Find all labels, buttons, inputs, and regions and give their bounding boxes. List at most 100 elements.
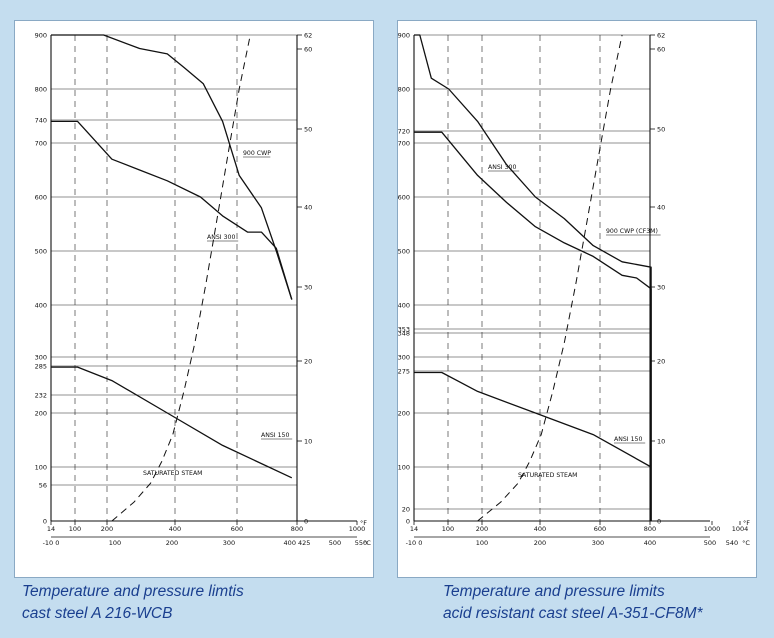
x-tick-label-c: °C bbox=[363, 539, 371, 547]
x-tick-label-f: 14 bbox=[410, 525, 418, 533]
x-tick-label-f: 100 bbox=[442, 525, 454, 533]
x-tick-label-f: 800 bbox=[644, 525, 656, 533]
series-line bbox=[414, 131, 652, 521]
x-tick-label-c: 300 bbox=[592, 539, 604, 547]
x-tick-label-c: 400 425 bbox=[284, 539, 311, 547]
y-tick-label-left: 285 bbox=[35, 363, 47, 371]
x-tick-label-f: 400 bbox=[534, 525, 546, 533]
x-tick-label-f: 200 bbox=[476, 525, 488, 533]
y-tick-label-right: 40 bbox=[657, 204, 665, 212]
series-line bbox=[51, 366, 293, 479]
y-tick-label-left: 900 bbox=[35, 32, 47, 40]
series-label: SATURATED STEAM bbox=[518, 472, 578, 479]
y-tick-label-left: 200 bbox=[398, 410, 410, 418]
pressure-temperature-chart-right: 9008007207006005004003533483002752001002… bbox=[398, 32, 750, 548]
pressure-temperature-chart-left: 9008007407006005004003002852322001005606… bbox=[35, 32, 372, 548]
series-line bbox=[414, 34, 652, 521]
y-tick-label-left: 0 bbox=[43, 518, 47, 526]
y-tick-label-right: 50 bbox=[304, 126, 312, 134]
series-label: 900 CWP bbox=[243, 150, 271, 157]
x-tick-label-c: 500 bbox=[329, 539, 341, 547]
series-line bbox=[51, 34, 293, 300]
caption-left-line-1: Temperature and pressure limtis bbox=[22, 583, 244, 600]
y-tick-label-right: 0 bbox=[304, 518, 308, 526]
y-tick-label-left: 400 bbox=[35, 302, 47, 310]
x-tick-label-f: 600 bbox=[594, 525, 606, 533]
y-tick-label-left: 275 bbox=[398, 368, 410, 376]
grid bbox=[414, 34, 651, 522]
series-line bbox=[477, 34, 623, 522]
x-tick-label-c: 550 bbox=[355, 539, 367, 547]
y-tick-label-left: 900 bbox=[398, 32, 410, 40]
y-tick-label-right: 10 bbox=[304, 438, 312, 446]
x-tick-label-f: 600 bbox=[231, 525, 243, 533]
series-line bbox=[51, 120, 293, 300]
series-line bbox=[414, 371, 652, 468]
y-tick-label-left: 500 bbox=[398, 248, 410, 256]
series-line bbox=[111, 34, 251, 522]
y-tick-label-right: 40 bbox=[304, 204, 312, 212]
x-tick-label-c: -10 0 bbox=[43, 539, 60, 547]
x-tick-label-c: 300 bbox=[223, 539, 235, 547]
y-tick-label-left: 0 bbox=[406, 518, 410, 526]
y-tick-label-left: 800 bbox=[35, 86, 47, 94]
y-tick-label-left: 600 bbox=[35, 194, 47, 202]
y-tick-label-right: 62 bbox=[657, 32, 665, 40]
x-tick-label-c: 100 bbox=[476, 539, 488, 547]
x-tick-label-f: 1000 bbox=[349, 525, 366, 533]
y-tick-label-right: 50 bbox=[657, 126, 665, 134]
y-tick-label-left: 20 bbox=[402, 506, 410, 514]
series-label: ANSI 150 bbox=[261, 432, 289, 439]
y-tick-label-right: 62 bbox=[304, 32, 312, 40]
y-tick-label-left: 500 bbox=[35, 248, 47, 256]
y-tick-label-left: 56 bbox=[39, 482, 47, 490]
y-tick-label-left: 200 bbox=[35, 410, 47, 418]
y-tick-label-right: 20 bbox=[657, 358, 665, 366]
x-tick-label-f: 14 bbox=[47, 525, 55, 533]
x-tick-label-c: 200 bbox=[166, 539, 178, 547]
y-tick-label-left: 300 bbox=[398, 354, 410, 362]
grid bbox=[51, 34, 298, 522]
x-tick-label-f: 200 bbox=[101, 525, 113, 533]
y-tick-label-right: 30 bbox=[657, 284, 665, 292]
y-tick-label-right: 60 bbox=[304, 46, 312, 54]
y-tick-label-left: 100 bbox=[35, 464, 47, 472]
series-label: ANSI 300 bbox=[207, 234, 235, 241]
y-tick-label-left: 100 bbox=[398, 464, 410, 472]
caption-right-line-2: acid resistant cast steel A-351-CF8M* bbox=[443, 605, 703, 622]
x-tick-label-f: 400 bbox=[169, 525, 181, 533]
caption-right-line-1: Temperature and pressure limits bbox=[443, 583, 665, 600]
y-tick-label-right: 30 bbox=[304, 284, 312, 292]
x-unit-label-f: °F bbox=[743, 519, 750, 527]
x-tick-label-c: 100 bbox=[109, 539, 121, 547]
chart-panel-left: 900 800 740 700 600 500 400 300 285 232 200 100 56 0 6… bbox=[14, 20, 374, 578]
x-tick-label-c: °C bbox=[742, 539, 750, 547]
x-tick-label-f: 1004 bbox=[732, 525, 749, 533]
x-tick-label-c: 540 bbox=[726, 539, 738, 547]
y-tick-label-left: 348 bbox=[398, 330, 410, 338]
x-unit-label-f: °F bbox=[360, 519, 367, 527]
caption-left-line-2: cast steel A 216-WCB bbox=[22, 605, 173, 622]
caption-right: Temperature and pressure limits acid res… bbox=[443, 581, 703, 625]
caption-left: Temperature and pressure limtis cast ste… bbox=[22, 581, 244, 625]
x-tick-label-c: 200 bbox=[534, 539, 546, 547]
y-tick-label-left: 600 bbox=[398, 194, 410, 202]
x-tick-label-f: 100 bbox=[69, 525, 81, 533]
y-tick-label-left: 740 bbox=[35, 117, 47, 125]
x-tick-label-c: -10 0 bbox=[406, 539, 423, 547]
y-tick-label-right: 60 bbox=[657, 46, 665, 54]
y-tick-label-left: 400 bbox=[398, 302, 410, 310]
x-tick-label-f: 800 bbox=[291, 525, 303, 533]
y-tick-label-right: 10 bbox=[657, 438, 665, 446]
y-tick-label-left: 720 bbox=[398, 128, 410, 136]
y-tick-label-right: 0 bbox=[657, 518, 661, 526]
y-tick-label-left: 300 bbox=[35, 354, 47, 362]
y-tick-label-left: 700 bbox=[398, 140, 410, 148]
series-label: 900 CWP (CF3M) bbox=[606, 228, 658, 235]
chart-panel-right: 900 800 720 700 600 500 400 353 348 300 275 200 100 2… bbox=[397, 20, 757, 578]
x-tick-label-f: 1000 bbox=[704, 525, 721, 533]
y-tick-label-left: 700 bbox=[35, 140, 47, 148]
y-tick-label-left: 353 bbox=[398, 326, 410, 334]
series-label: ANSI 150 bbox=[614, 436, 642, 443]
y-tick-label-left: 800 bbox=[398, 86, 410, 94]
